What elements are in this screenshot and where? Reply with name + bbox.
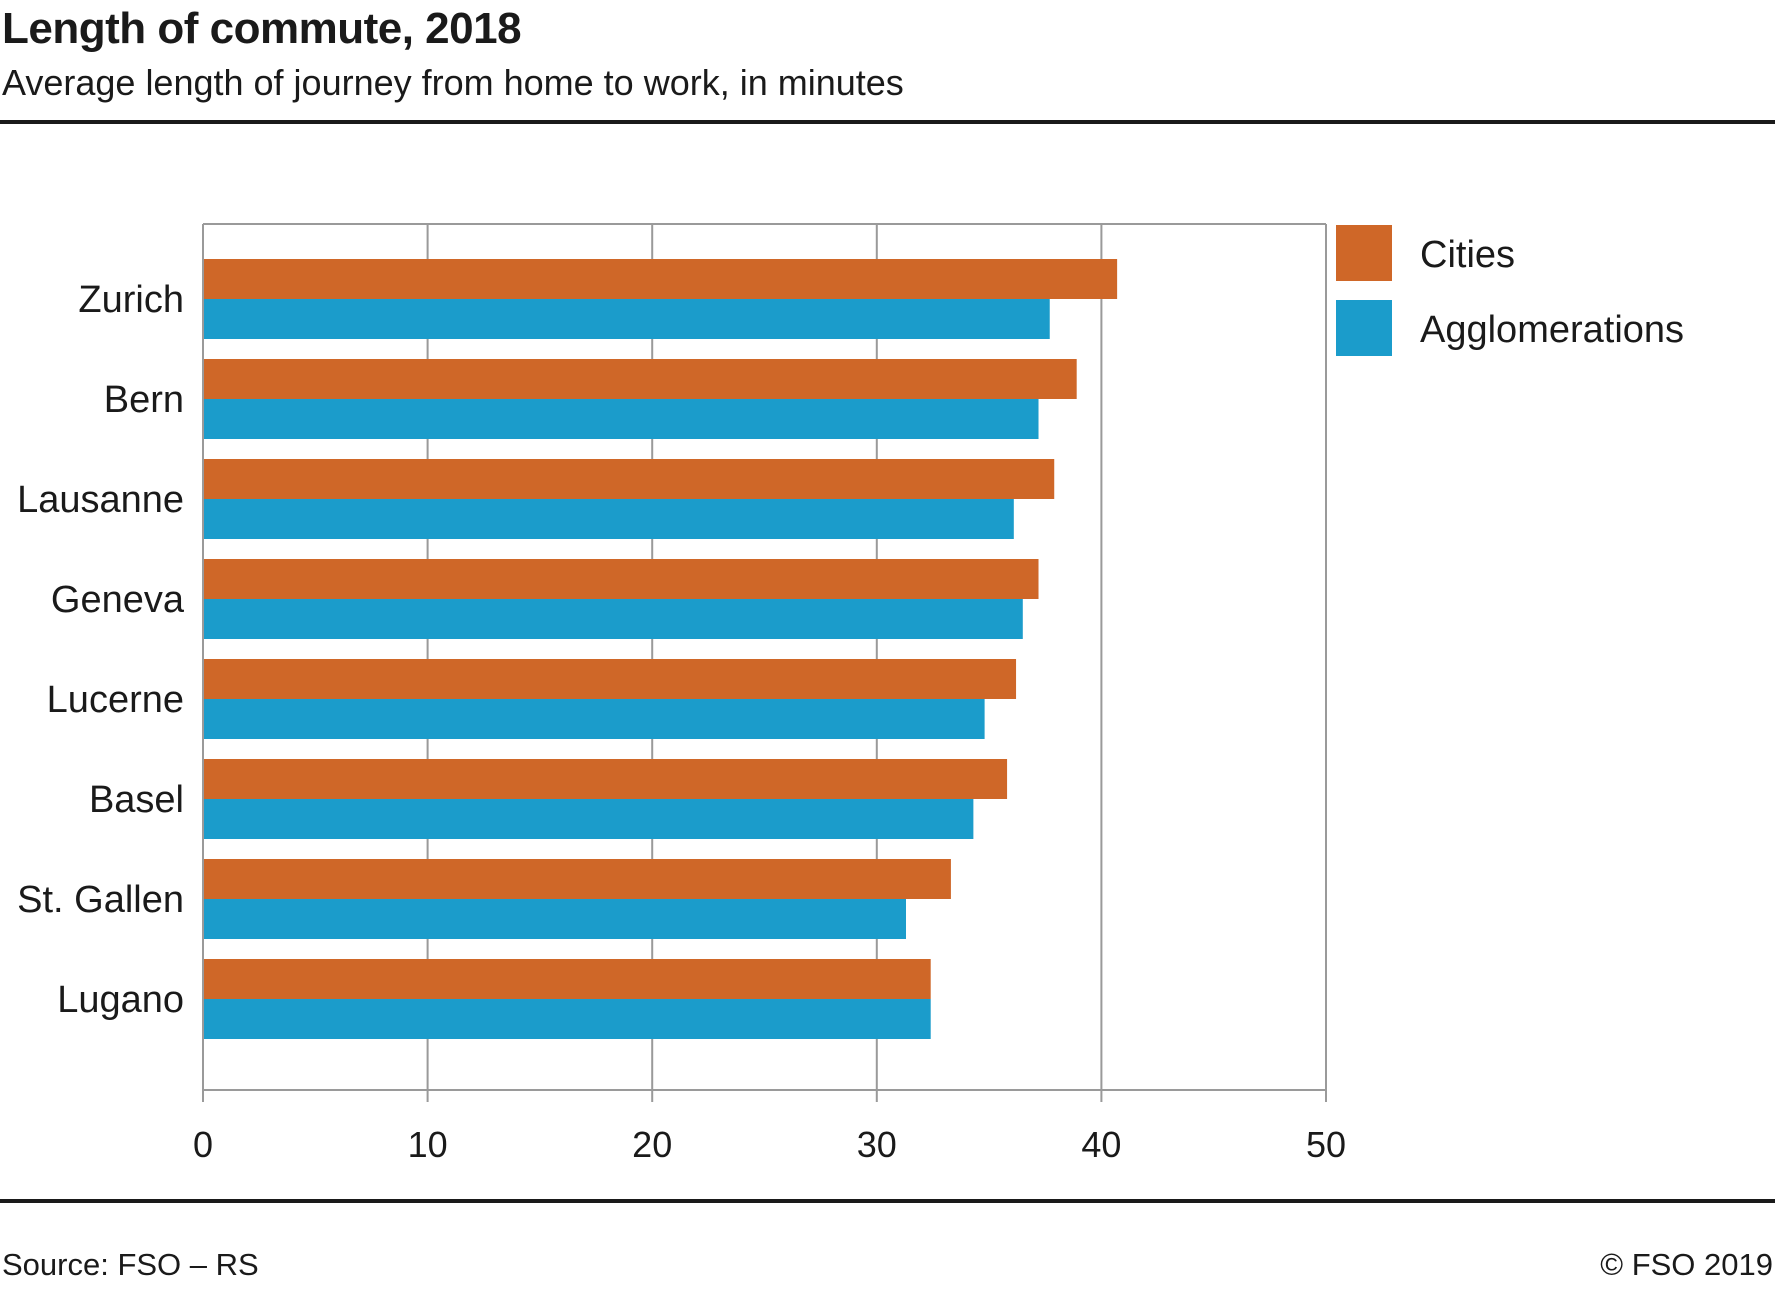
x-tick-label-20: 20 [632,1124,672,1165]
chart-title: Length of commute, 2018 [2,4,522,53]
bar-geneva-agglomerations [203,599,1023,639]
legend-label-agglomerations: Agglomerations [1420,309,1684,351]
category-label-zurich: Zurich [78,279,184,321]
x-tick-label-10: 10 [408,1124,448,1165]
bar-geneva-cities [203,559,1039,599]
bar-lausanne-agglomerations [203,499,1014,539]
bar-lucerne-cities [203,659,1017,699]
bar-lugano-cities [203,959,931,999]
bar-bern-agglomerations [203,399,1039,439]
category-label-lugano: Lugano [57,979,184,1021]
legend-label-cities: Cities [1420,234,1515,276]
x-tick-label-30: 30 [857,1124,897,1165]
bar-bern-cities [203,359,1077,399]
bar-lucerne-agglomerations [203,699,985,739]
bar-lausanne-cities [203,459,1055,499]
bar-lugano-agglomerations [203,999,931,1039]
category-label-bern: Bern [104,379,184,421]
x-tick-label-50: 50 [1306,1124,1346,1165]
category-label-geneva: Geneva [51,579,185,621]
category-label-lucerne: Lucerne [47,679,184,721]
bar-zurich-cities [203,259,1118,299]
bar-st-gallen-agglomerations [203,899,906,939]
bottom-divider [0,1199,1775,1203]
bar-basel-cities [203,759,1008,799]
x-tick-label-40: 40 [1081,1124,1121,1165]
category-label-st-gallen: St. Gallen [17,879,184,921]
category-label-basel: Basel [89,779,184,821]
category-label-lausanne: Lausanne [17,479,184,521]
bar-zurich-agglomerations [203,299,1050,339]
legend-swatch-agglomerations [1336,300,1392,356]
chart-subtitle: Average length of journey from home to w… [2,62,904,103]
bar-st-gallen-cities [203,859,951,899]
copyright-note: © FSO 2019 [1600,1247,1773,1282]
bar-basel-agglomerations [203,799,974,839]
top-divider [0,120,1775,124]
legend-swatch-cities [1336,225,1392,281]
source-note: Source: FSO – RS [2,1247,259,1282]
x-tick-label-0: 0 [193,1124,213,1165]
